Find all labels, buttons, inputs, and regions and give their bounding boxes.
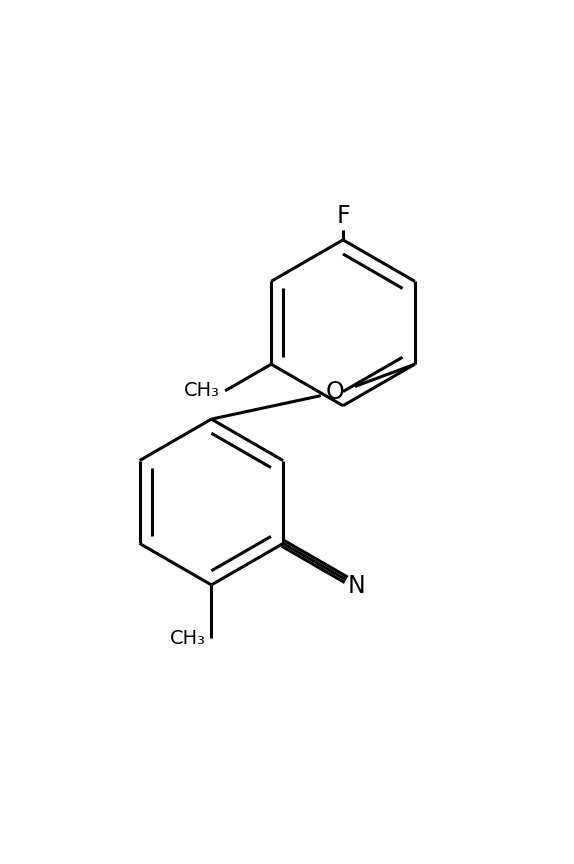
Text: O: O (326, 379, 345, 403)
Text: N: N (348, 574, 366, 598)
Text: F: F (336, 204, 350, 227)
Text: CH₃: CH₃ (184, 381, 219, 400)
Text: CH₃: CH₃ (170, 629, 206, 648)
